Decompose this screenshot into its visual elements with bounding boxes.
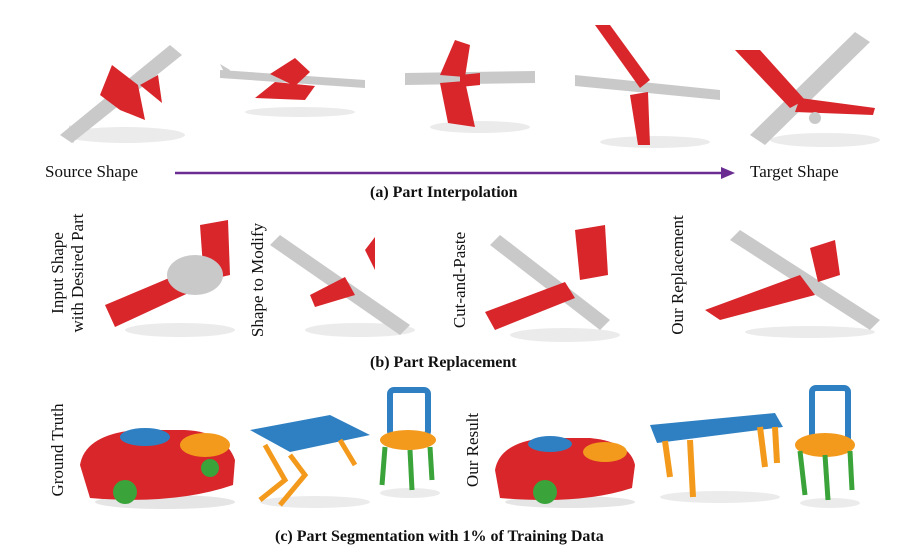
result-chair [795,385,860,508]
interp-plane-4 [575,25,720,148]
our-replacement-shape [705,230,880,338]
input-shape-label-1: Input Shape [48,232,67,314]
our-replacement-label: Our Replacement [668,215,687,335]
interpolation-arrow [175,167,735,179]
interp-plane-2 [220,58,365,117]
caption-part-interpolation: (a) Part Interpolation [370,184,518,201]
gt-table [250,415,370,508]
interp-plane-1 [60,45,185,143]
input-shape-label-2: with Desired Part [68,213,87,333]
gt-chair [379,387,440,498]
interp-plane-5 [735,32,880,147]
our-result-label: Our Result [463,412,482,488]
interp-plane-3 [405,40,535,133]
cut-and-paste-shape [485,225,620,342]
ground-truth-label: Ground Truth [48,403,67,497]
source-shape-label: Source Shape [45,162,139,181]
caption-part-replacement: (b) Part Replacement [370,354,517,371]
result-car [495,436,635,508]
target-shape-label: Target Shape [750,162,839,181]
result-table [650,413,783,503]
shape-to-modify-label: Shape to Modify [248,222,267,338]
gt-car [80,428,235,509]
input-shape-part [105,220,235,337]
caption-part-segmentation: (c) Part Segmentation with 1% of Trainin… [275,528,604,545]
cut-and-paste-label: Cut-and-Paste [450,231,469,329]
shape-to-modify [270,235,415,337]
